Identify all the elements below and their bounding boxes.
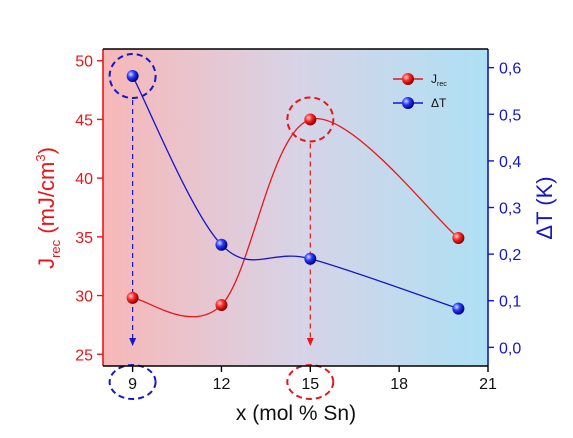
x-tick-label: 15: [301, 376, 319, 393]
series-line-dt: [132, 75, 459, 310]
y-right-tick-label: 0,2: [499, 247, 521, 264]
y-right-tick-label: 0,1: [499, 294, 521, 311]
x-tick-label: 9: [128, 376, 137, 393]
y-left-tick-label: 50: [75, 54, 93, 71]
x-tick-label: 18: [390, 376, 408, 393]
x-tick-label: 12: [213, 376, 231, 393]
data-point-jrec: [126, 291, 139, 304]
plot-background: [103, 49, 488, 366]
data-point-dt: [304, 252, 317, 265]
series-line-jrec: [132, 118, 459, 318]
data-point-dt: [452, 302, 465, 315]
y-left-tick-label: 35: [75, 230, 93, 247]
y-right-tick-label: 0,4: [499, 154, 521, 171]
data-point-dt: [126, 70, 139, 83]
right-axis-label: ΔT (K): [532, 176, 557, 239]
highlight-tick-circle: [286, 364, 335, 400]
y-right-tick-label: 0,0: [499, 340, 521, 357]
highlight-tick-circle: [108, 364, 157, 400]
data-point-jrec: [452, 232, 465, 245]
highlight-circle: [108, 53, 157, 100]
highlight-circle: [286, 96, 335, 143]
legend: Jrec ΔT: [393, 72, 447, 110]
y-left-tick-label: 40: [75, 171, 93, 188]
highlight-arrow-head: [306, 338, 314, 346]
y-right-tick-label: 0,5: [499, 107, 521, 124]
legend-label-jrec: Jrec: [431, 72, 447, 88]
y-left-tick-label: 45: [75, 112, 93, 129]
y-right-tick-label: 0,3: [499, 201, 521, 218]
left-axis-label: Jrec (mJ/cm3): [33, 147, 63, 269]
y-left-tick-label: 30: [75, 289, 93, 306]
data-point-jrec: [304, 113, 317, 126]
legend-marker-dt: [402, 97, 414, 109]
y-left-tick-label: 25: [75, 347, 93, 364]
highlight-arrow-head: [129, 338, 137, 346]
data-point-jrec: [215, 298, 228, 311]
x-axis-label: x (mol % Sn): [236, 402, 356, 425]
x-tick-label: 21: [479, 376, 497, 393]
legend-marker-jrec: [402, 73, 414, 85]
data-point-dt: [215, 238, 228, 251]
legend-label-dt: ΔT: [431, 96, 447, 110]
y-right-tick-label: 0,6: [499, 61, 521, 78]
